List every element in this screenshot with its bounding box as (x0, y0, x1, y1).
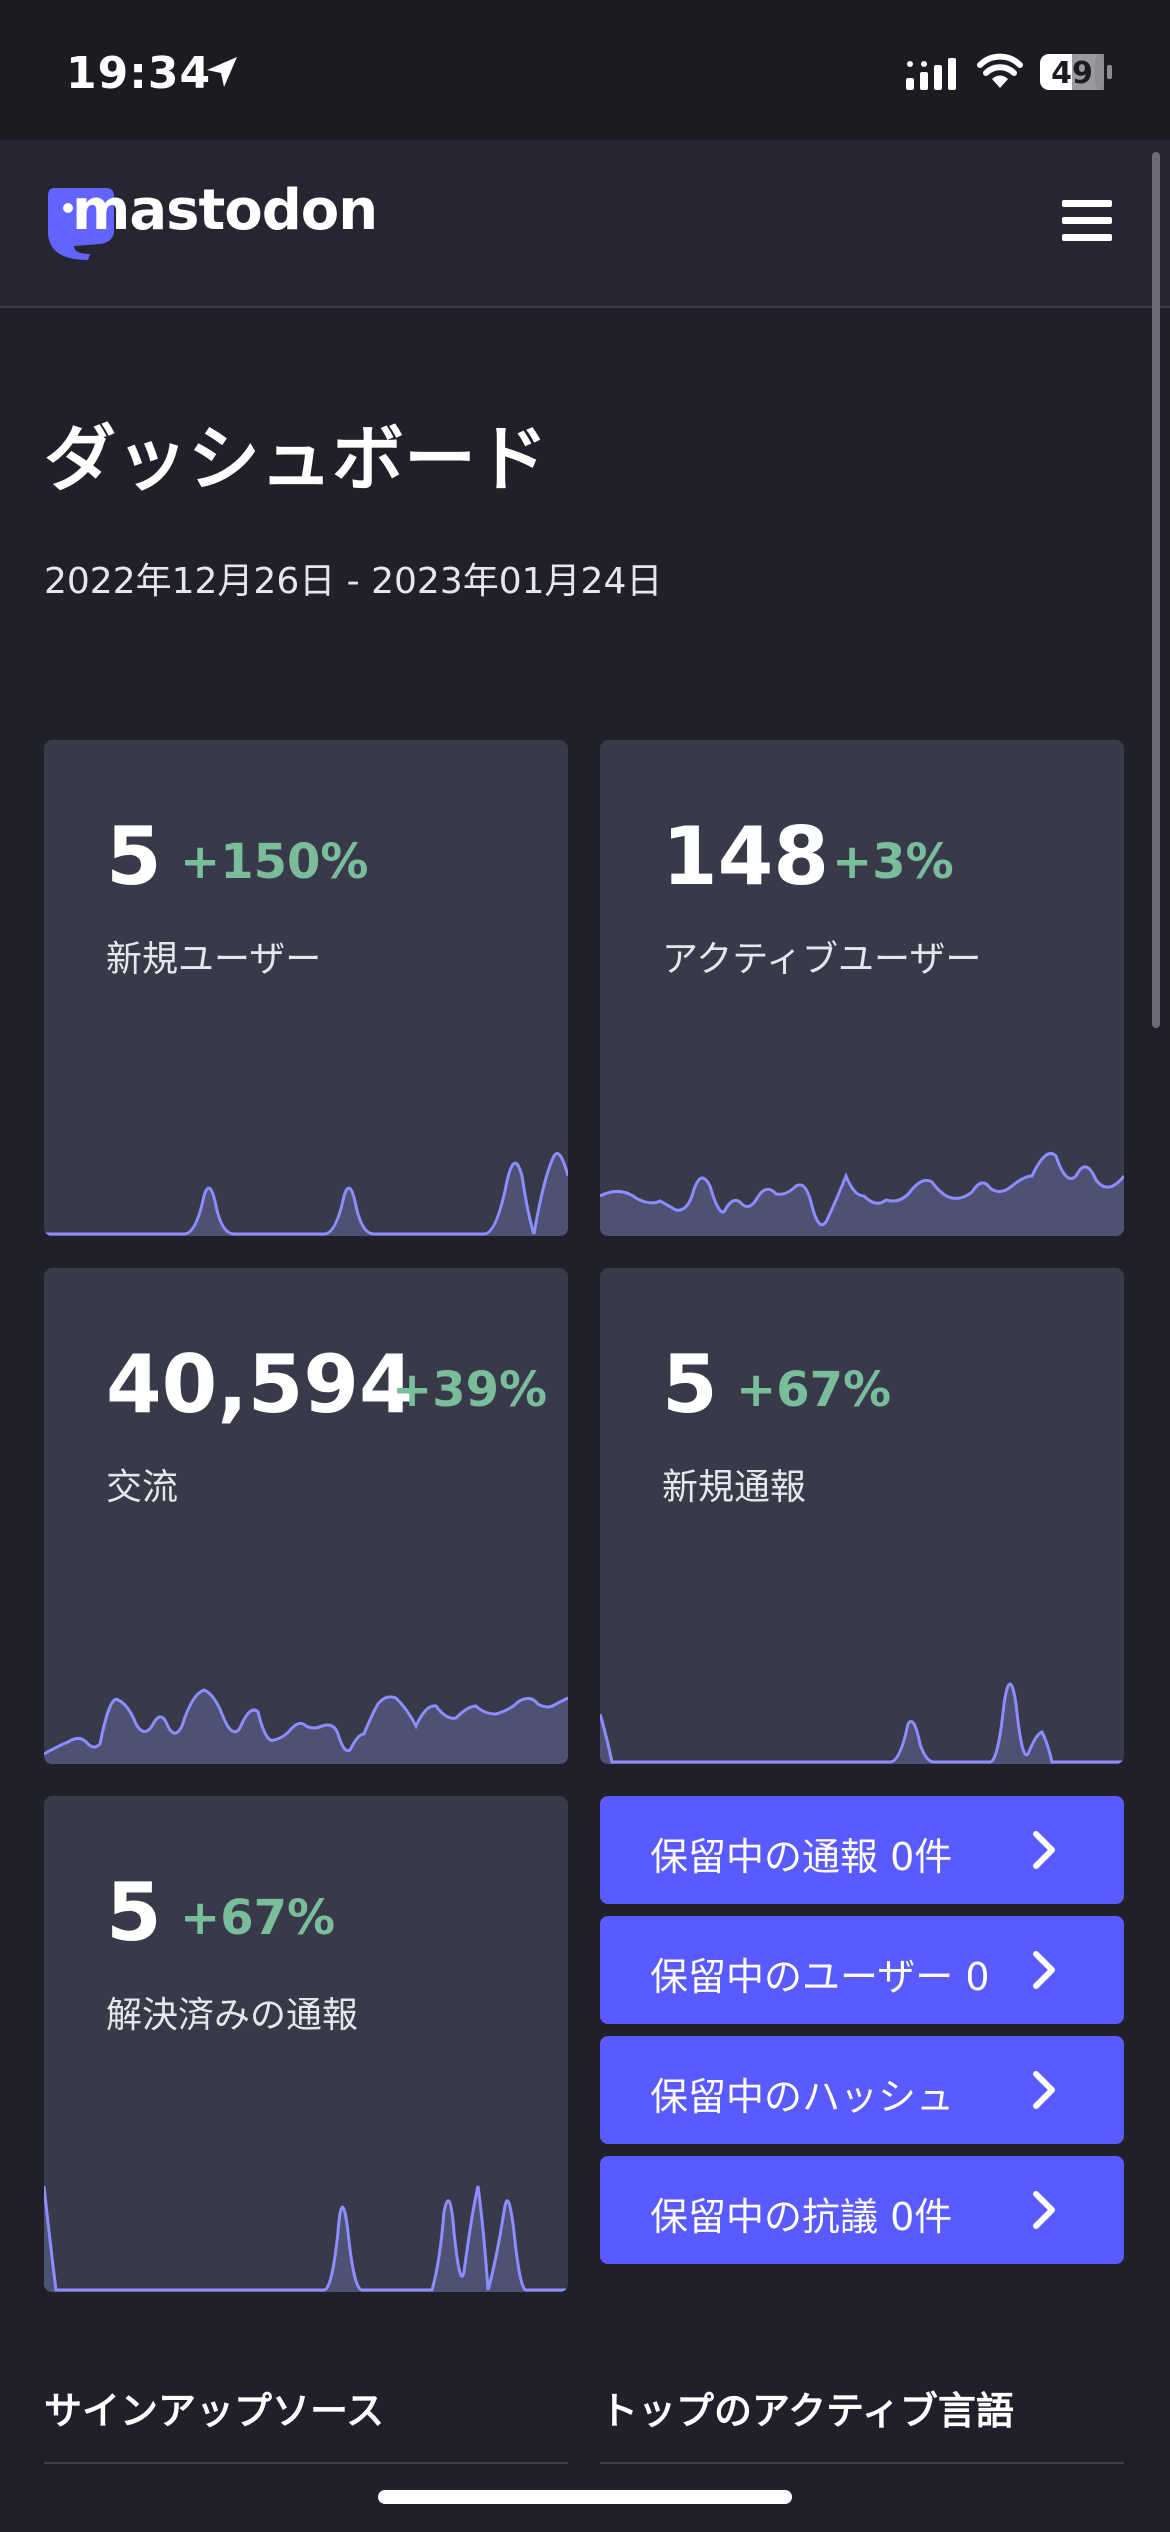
pending-hashtags-button[interactable]: 保留中のハッシュ (600, 2036, 1124, 2144)
chevron-right-icon (1033, 2071, 1055, 2109)
section-divider (600, 2462, 1124, 2464)
section-divider (44, 2462, 568, 2464)
metric-value: 5 (106, 1866, 162, 1959)
top-languages-heading: トップのアクティブ言語 (600, 2389, 1014, 2433)
status-bar: 19:34 49 (0, 0, 1170, 140)
metric-label: 解決済みの通報 (106, 1995, 359, 2036)
metric-change: +67% (736, 1362, 892, 1418)
metric-value: 5 (106, 810, 162, 903)
sparkline-chart (44, 1688, 568, 1764)
metric-card-resolved-reports[interactable]: 5 +67% 解決済みの通報 (44, 1796, 568, 2292)
metric-value: 148 (662, 810, 829, 903)
location-arrow-icon (207, 57, 237, 87)
app-header: mastodon (0, 140, 1170, 308)
metric-value: 5 (662, 1338, 718, 1431)
pending-label: 保留中の抗議 0件 (650, 2195, 953, 2239)
metric-card-new-users[interactable]: 5 +150% 新規ユーザー (44, 740, 568, 1236)
metric-card-new-reports[interactable]: 5 +67% 新規通報 (600, 1268, 1124, 1764)
metric-change: +3% (832, 834, 954, 890)
metric-label: 交流 (106, 1467, 179, 1508)
metric-card-active-users[interactable]: 148 +3% アクティブユーザー (600, 740, 1124, 1236)
metric-label: 新規ユーザー (106, 939, 322, 980)
pending-users-button[interactable]: 保留中のユーザー 0 (600, 1916, 1124, 2024)
sparkline-chart (600, 1152, 1124, 1236)
battery-icon (1040, 54, 1112, 90)
hamburger-menu-icon[interactable] (1062, 200, 1112, 242)
pending-appeals-button[interactable]: 保留中の抗議 0件 (600, 2156, 1124, 2264)
pending-reports-button[interactable]: 保留中の通報 0件 (600, 1796, 1124, 1904)
metric-label: アクティブユーザー (662, 939, 982, 980)
mastodon-logo-icon[interactable] (44, 184, 116, 260)
sparkline-chart (600, 1682, 1124, 1764)
chevron-right-icon (1033, 1831, 1055, 1869)
brand-name[interactable]: mastodon (72, 178, 378, 243)
battery-level: 49 (1051, 56, 1093, 91)
sparkline-chart (44, 1152, 568, 1236)
pending-label: 保留中のハッシュ (650, 2075, 955, 2119)
scrollbar[interactable] (1152, 152, 1160, 1028)
date-range: 2022年12月26日 - 2023年01月24日 (44, 561, 663, 602)
wifi-icon (977, 53, 1023, 88)
metric-change: +150% (180, 834, 369, 890)
page-title: ダッシュボード (44, 417, 549, 501)
pending-label: 保留中の通報 0件 (650, 1835, 953, 1879)
status-time: 19:34 (66, 48, 212, 99)
cellular-signal-icon (906, 58, 956, 90)
sparkline-chart (44, 2185, 568, 2292)
home-indicator[interactable] (378, 2490, 792, 2504)
signup-sources-heading: サインアップソース (44, 2389, 385, 2433)
metric-value: 40,594 (106, 1338, 415, 1431)
metric-change: +39% (392, 1362, 548, 1418)
chevron-right-icon (1033, 1951, 1055, 1989)
chevron-right-icon (1033, 2191, 1055, 2229)
metric-change: +67% (180, 1890, 336, 1946)
pending-label: 保留中のユーザー 0 (650, 1955, 990, 1999)
metric-label: 新規通報 (662, 1467, 807, 1508)
metric-card-interactions[interactable]: 40,594 +39% 交流 (44, 1268, 568, 1764)
